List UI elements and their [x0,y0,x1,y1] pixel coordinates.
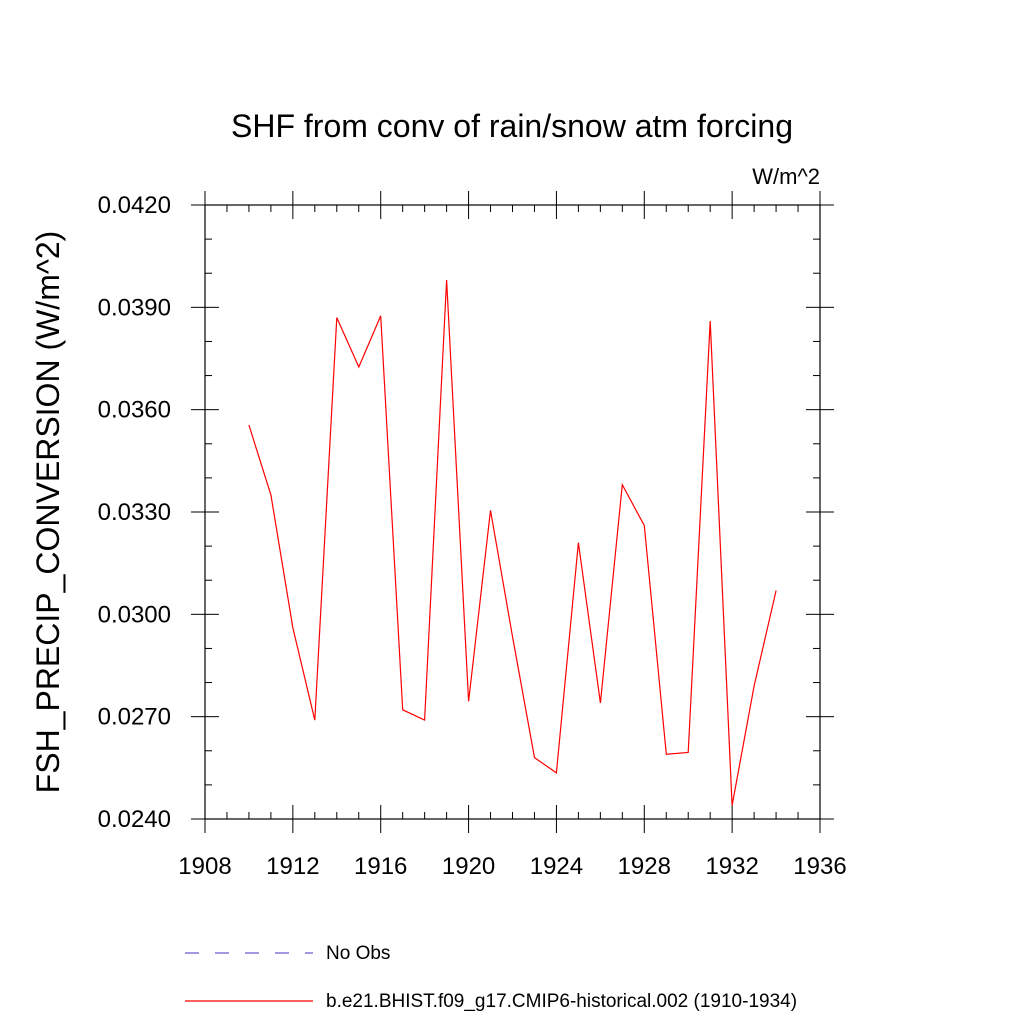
y-tick-label: 0.0240 [98,806,171,833]
y-tick-label: 0.0270 [98,704,171,731]
x-tick-label: 1936 [793,853,846,880]
x-tick-label: 1916 [354,853,407,880]
y-tick-label: 0.0330 [98,499,171,526]
x-tick-label: 1928 [618,853,671,880]
y-axis-label: FSH_PRECIP_CONVERSION (W/m^2) [30,231,66,794]
plot-frame [204,204,821,820]
y-tick-label: 0.0390 [98,294,171,321]
axis-ticks [191,191,834,833]
y-tick-labels: 0.0240 0.0270 0.0300 0.0330 0.0360 0.0390 0.04… [98,192,171,833]
y-tick-label: 0.0300 [98,601,171,628]
legend-label-model: b.e21.BHIST.f09_g17.CMIP6-historical.002… [326,991,797,1012]
chart-units: W/m^2 [752,164,820,189]
y-tick-label: 0.0360 [98,397,171,424]
x-tick-label: 1908 [178,853,231,880]
x-tick-label: 1924 [530,853,583,880]
legend: No Obs b.e21.BHIST.f09_g17.CMIP6-histori… [185,943,797,1012]
x-tick-label: 1912 [266,853,319,880]
y-tick-label: 0.0420 [98,192,171,219]
x-tick-label: 1920 [442,853,495,880]
legend-label-no-obs: No Obs [326,943,390,964]
x-tick-labels: 1908 1912 1916 1920 1924 1928 1932 1936 [178,853,846,880]
data-series [248,279,777,806]
chart-title: SHF from conv of rain/snow atm forcing [231,108,793,144]
series-line-model [248,279,777,806]
x-tick-label: 1932 [705,853,758,880]
